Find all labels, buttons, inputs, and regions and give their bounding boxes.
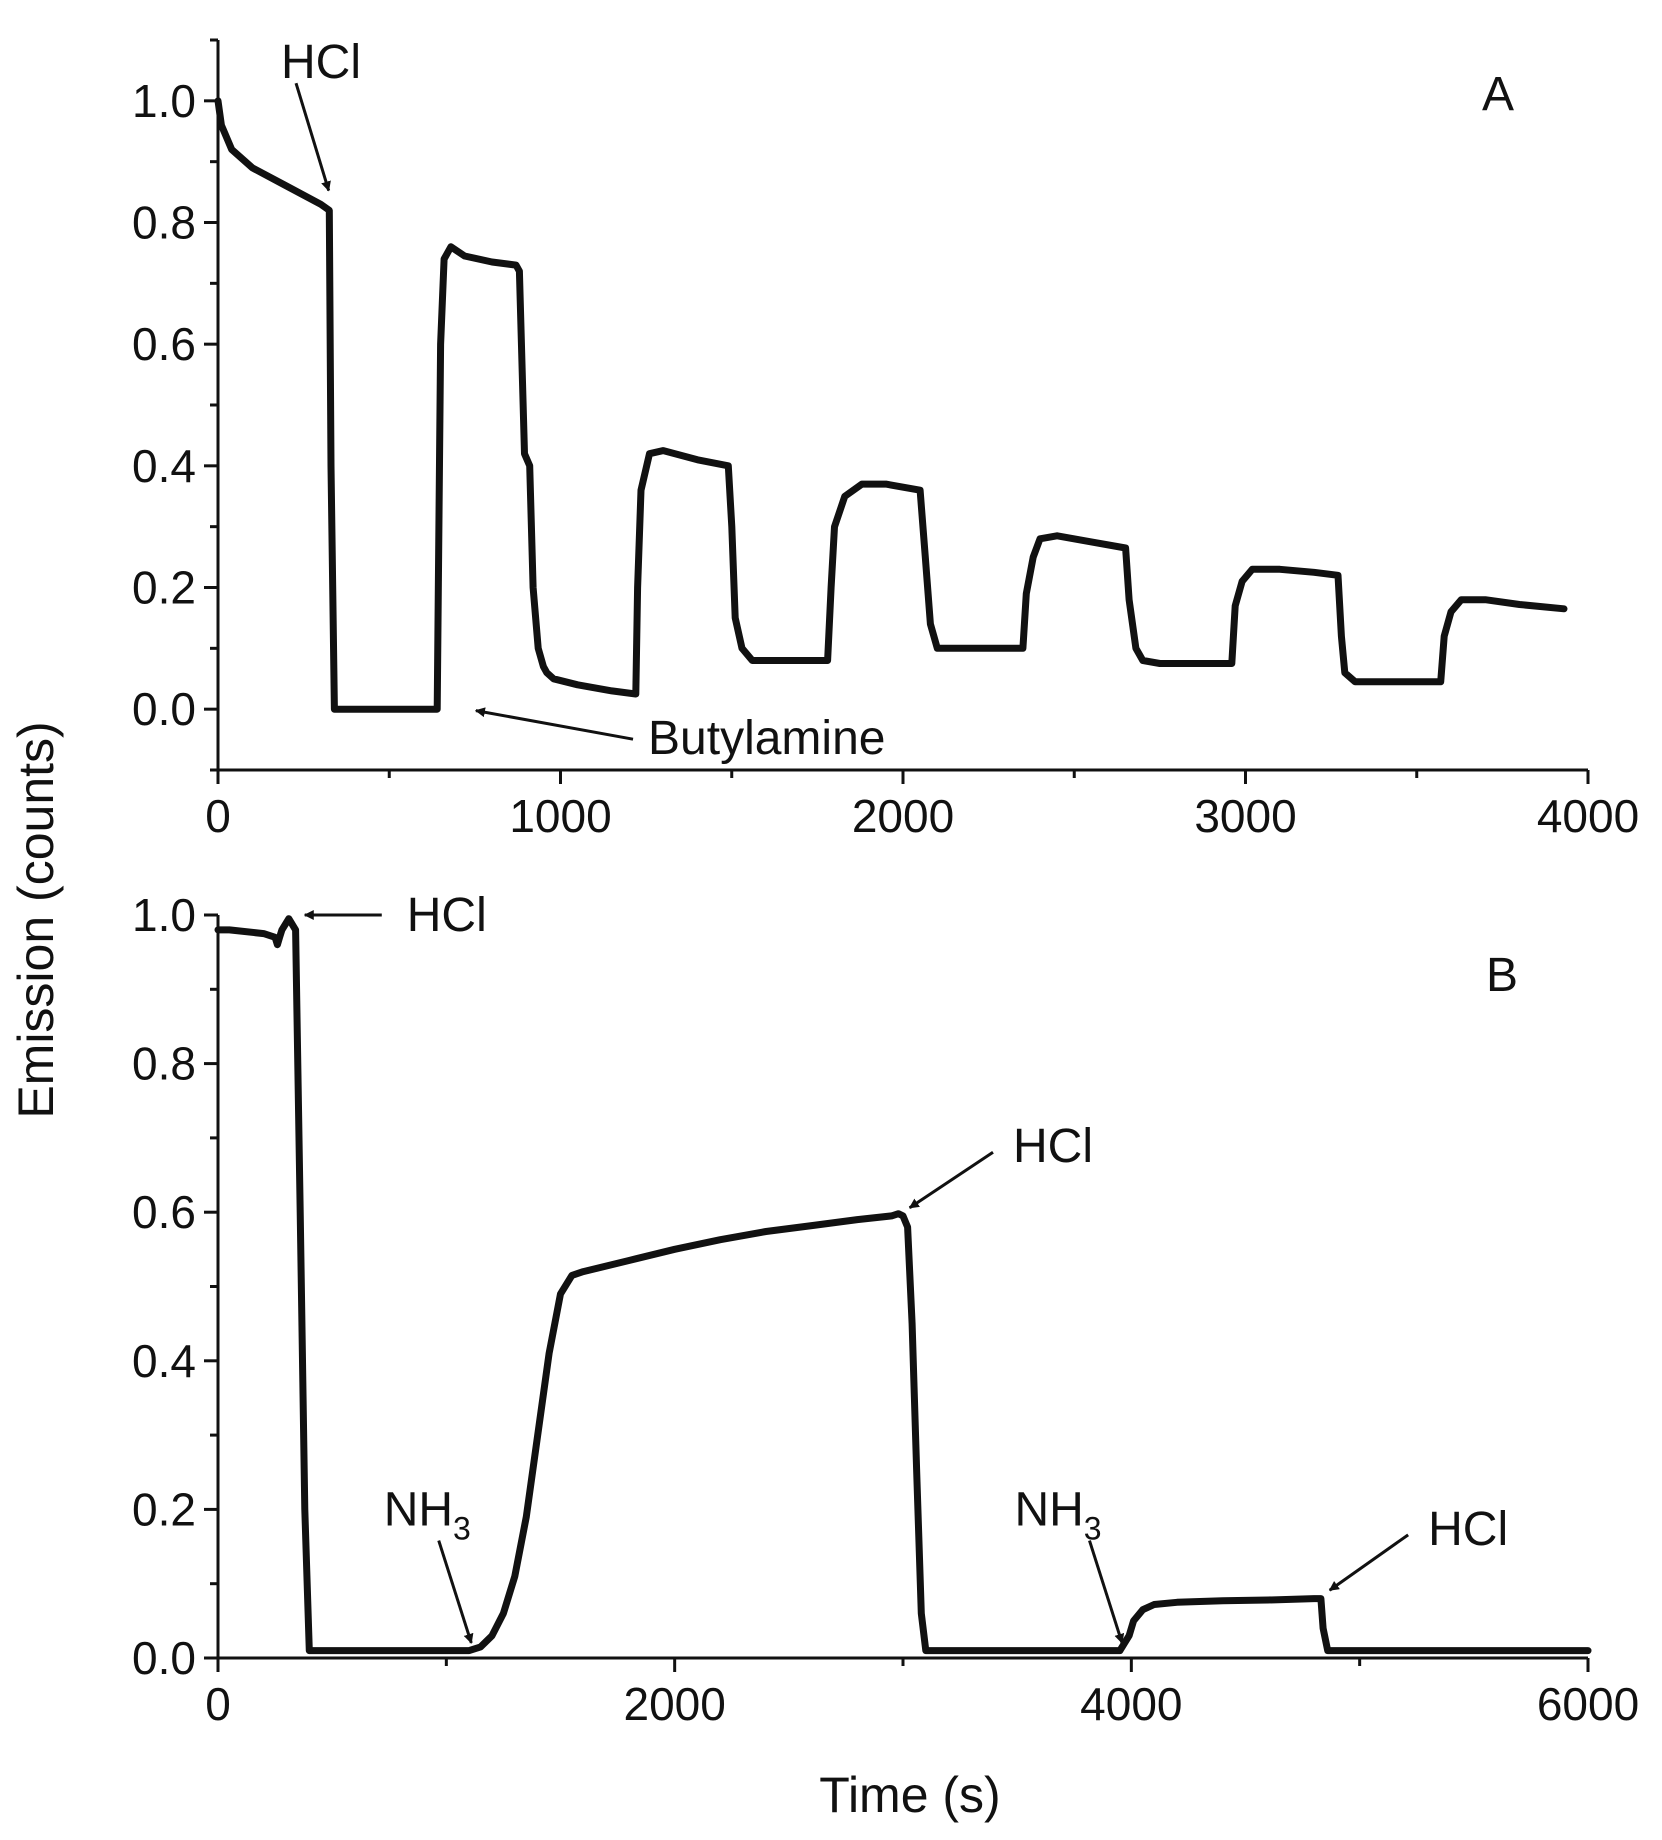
panel-a-x-tick-label: 1000: [509, 790, 611, 842]
panel-b-y-tick-label: 0.0: [132, 1632, 196, 1684]
panel-a-annotation-label: Butylamine: [648, 712, 885, 765]
panel-b-x-tick-label: 2000: [623, 1678, 725, 1730]
panel-b-annotation-label: HCl: [407, 889, 487, 942]
panel-a-annotation-arrow: [474, 707, 634, 741]
panel-b-annotation-arrow: [1088, 1540, 1125, 1644]
panel-a-axes: [216, 40, 1588, 772]
panel-b-y-ticks: 0.0 0.2 0.4 0.6 0.8 1.0: [132, 889, 218, 1684]
panel-b-x-tick-label: 4000: [1080, 1678, 1182, 1730]
panel-b-annotation-label: NH3: [384, 1484, 471, 1547]
panel-b-emission-line: [214, 915, 1592, 1655]
panel-a-y-tick-label: 0.0: [132, 683, 196, 735]
panel-b-y-tick-label: 0.4: [132, 1335, 196, 1387]
panel-a-x-tick-label: 3000: [1194, 790, 1296, 842]
panel-b-annotation-arrow: [1328, 1533, 1409, 1592]
panel-b-annotation-arrow: [437, 1540, 474, 1644]
panel-b-x-ticks: 0 2000 4000 6000: [205, 1658, 1639, 1730]
panel-b-label: B: [1486, 949, 1518, 1002]
y-axis-title: Emission (counts): [8, 721, 64, 1118]
panel-a-x-tick-label: 4000: [1537, 790, 1639, 842]
panel-b-annotation-label: HCl: [1428, 1503, 1508, 1556]
panel-a-emission-line: [214, 97, 1568, 713]
panel-a-annotation-label: HCl: [281, 36, 361, 89]
panel-a-x-ticks: 0 1000 2000 3000 4000: [205, 770, 1639, 842]
panel-a-annotations: HCl Butylamine: [281, 36, 885, 765]
panel-a-y-tick-label: 0.2: [132, 562, 196, 614]
panel-b-annotations: HCl NH3 HCl NH3 HCl: [303, 889, 1508, 1644]
panel-b-axes: [216, 915, 1588, 1660]
panel-b-x-tick-label: 0: [205, 1678, 231, 1730]
panel-a-y-tick-label: 0.8: [132, 197, 196, 249]
panel-b-annotation-label: HCl: [1013, 1120, 1093, 1173]
panel-b: 0 2000 4000 6000 0.0 0.2 0.4 0.6 0.8 1.0 B HCl NH…: [132, 889, 1639, 1730]
panel-b-x-tick-label: 6000: [1537, 1678, 1639, 1730]
panel-b-annotation-arrow: [908, 1150, 994, 1210]
panel-a-x-tick-label: 0: [205, 790, 231, 842]
panel-a-label: A: [1482, 68, 1514, 121]
panel-a-y-tick-label: 1.0: [132, 75, 196, 127]
panel-b-y-tick-label: 1.0: [132, 889, 196, 941]
panel-b-y-tick-label: 0.2: [132, 1483, 196, 1535]
panel-a-annotation-arrow: [294, 82, 331, 192]
panel-a-y-tick-label: 0.6: [132, 318, 196, 370]
x-axis-title: Time (s): [819, 1767, 1000, 1823]
panel-a-y-tick-label: 0.4: [132, 440, 196, 492]
panel-b-annotation-label: NH3: [1014, 1484, 1101, 1547]
panel-b-y-tick-label: 0.6: [132, 1186, 196, 1238]
panel-a-y-ticks: 0.0 0.2 0.4 0.6 0.8 1.0: [132, 38, 218, 772]
panel-a: 0 1000 2000 3000 4000 0.0 0.2 0.4 0.6 0.8 1.0 A H…: [132, 36, 1639, 842]
panel-a-x-tick-label: 2000: [852, 790, 954, 842]
panel-b-y-tick-label: 0.8: [132, 1038, 196, 1090]
